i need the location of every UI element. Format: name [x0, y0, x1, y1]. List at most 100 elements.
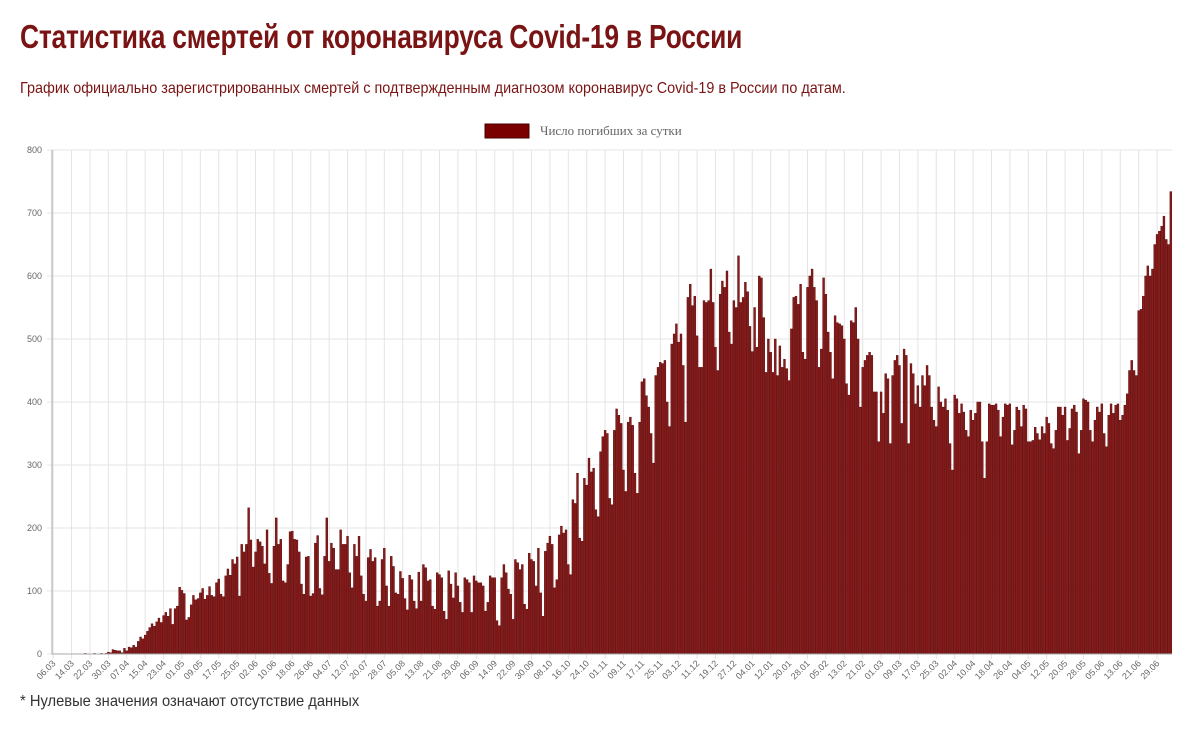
- bar: [111, 649, 115, 655]
- bar: [741, 297, 745, 655]
- bar: [385, 585, 388, 655]
- bar: [735, 307, 738, 655]
- bar: [748, 326, 752, 655]
- x-tick-label: 07.04: [108, 658, 131, 681]
- bar: [309, 595, 312, 655]
- bar: [686, 297, 690, 655]
- bar: [166, 616, 170, 655]
- bar: [1040, 426, 1044, 655]
- bar: [753, 307, 756, 655]
- bar: [562, 532, 565, 655]
- bar: [371, 561, 374, 655]
- bar: [633, 472, 637, 655]
- bar: [1017, 409, 1021, 655]
- bar: [953, 394, 956, 655]
- bar: [164, 612, 168, 655]
- bar: [606, 433, 609, 655]
- bar: [401, 578, 404, 655]
- bar: [836, 322, 839, 655]
- bar: [433, 609, 437, 655]
- x-tick-label: 16.10: [550, 658, 573, 681]
- bar: [150, 623, 154, 655]
- bar: [1123, 404, 1127, 655]
- bar: [746, 291, 749, 655]
- bar: [1027, 441, 1030, 655]
- bar: [1013, 430, 1016, 655]
- bar: [576, 472, 579, 655]
- bar: [300, 583, 303, 655]
- bar: [1130, 360, 1133, 655]
- bar: [132, 644, 135, 655]
- bar: [969, 409, 972, 655]
- bar: [909, 363, 913, 655]
- bar: [245, 544, 248, 655]
- bar: [337, 569, 340, 655]
- y-tick-label: 400: [27, 397, 42, 407]
- bar: [346, 535, 349, 655]
- bar: [737, 255, 740, 655]
- bar: [442, 610, 446, 655]
- bar: [856, 338, 860, 655]
- legend[interactable]: Число погибших за сутки: [484, 123, 682, 139]
- bar: [629, 416, 632, 655]
- x-tick-label: 13.08: [403, 658, 426, 681]
- bar: [1024, 408, 1028, 655]
- bar: [463, 577, 466, 655]
- bar: [776, 375, 779, 655]
- bar: [1031, 440, 1035, 655]
- bar: [486, 602, 489, 655]
- x-tick-label: 22.09: [495, 658, 518, 681]
- bar: [1107, 415, 1110, 655]
- bar: [162, 615, 165, 655]
- bar: [1061, 415, 1064, 655]
- bar: [1114, 404, 1117, 655]
- bar: [645, 395, 648, 655]
- bar: [327, 561, 331, 655]
- bar: [1029, 441, 1032, 655]
- bar: [534, 585, 538, 655]
- bar: [240, 544, 243, 655]
- bar: [344, 544, 347, 655]
- bar: [603, 430, 607, 655]
- x-tick-label: 09.05: [182, 658, 205, 681]
- bar: [730, 343, 733, 655]
- bar: [447, 570, 450, 655]
- bar: [638, 421, 641, 655]
- bar: [311, 593, 315, 655]
- x-tick-label: 06.03: [35, 658, 58, 681]
- bar: [827, 331, 830, 655]
- bar: [810, 268, 814, 655]
- bar: [981, 441, 984, 655]
- bar: [675, 323, 678, 655]
- bar: [426, 580, 430, 655]
- bar: [1125, 393, 1129, 655]
- bar: [1100, 403, 1104, 655]
- bar: [334, 569, 338, 655]
- bar: [624, 491, 627, 655]
- bar: [364, 600, 368, 655]
- bar: [928, 375, 931, 655]
- bar: [261, 546, 264, 655]
- bar: [194, 599, 197, 655]
- bar: [383, 547, 386, 655]
- bar: [670, 343, 673, 655]
- bar: [1148, 275, 1152, 655]
- bar: [321, 594, 324, 655]
- bar: [1089, 430, 1092, 655]
- bar: [1008, 403, 1012, 655]
- bar: [884, 373, 887, 655]
- x-tick-label: 06.09: [458, 658, 481, 681]
- bar: [925, 365, 929, 655]
- bar: [208, 586, 211, 655]
- bar: [1050, 443, 1053, 655]
- bar: [1137, 310, 1140, 655]
- bar: [1144, 275, 1147, 655]
- bar: [716, 370, 719, 655]
- x-tick-label: 23.04: [145, 658, 168, 681]
- bar: [564, 529, 568, 655]
- bar: [488, 575, 492, 655]
- bar: [445, 619, 448, 655]
- y-tick-label: 100: [27, 586, 42, 596]
- bar: [461, 612, 464, 655]
- x-tick-label: 17.11: [624, 658, 647, 681]
